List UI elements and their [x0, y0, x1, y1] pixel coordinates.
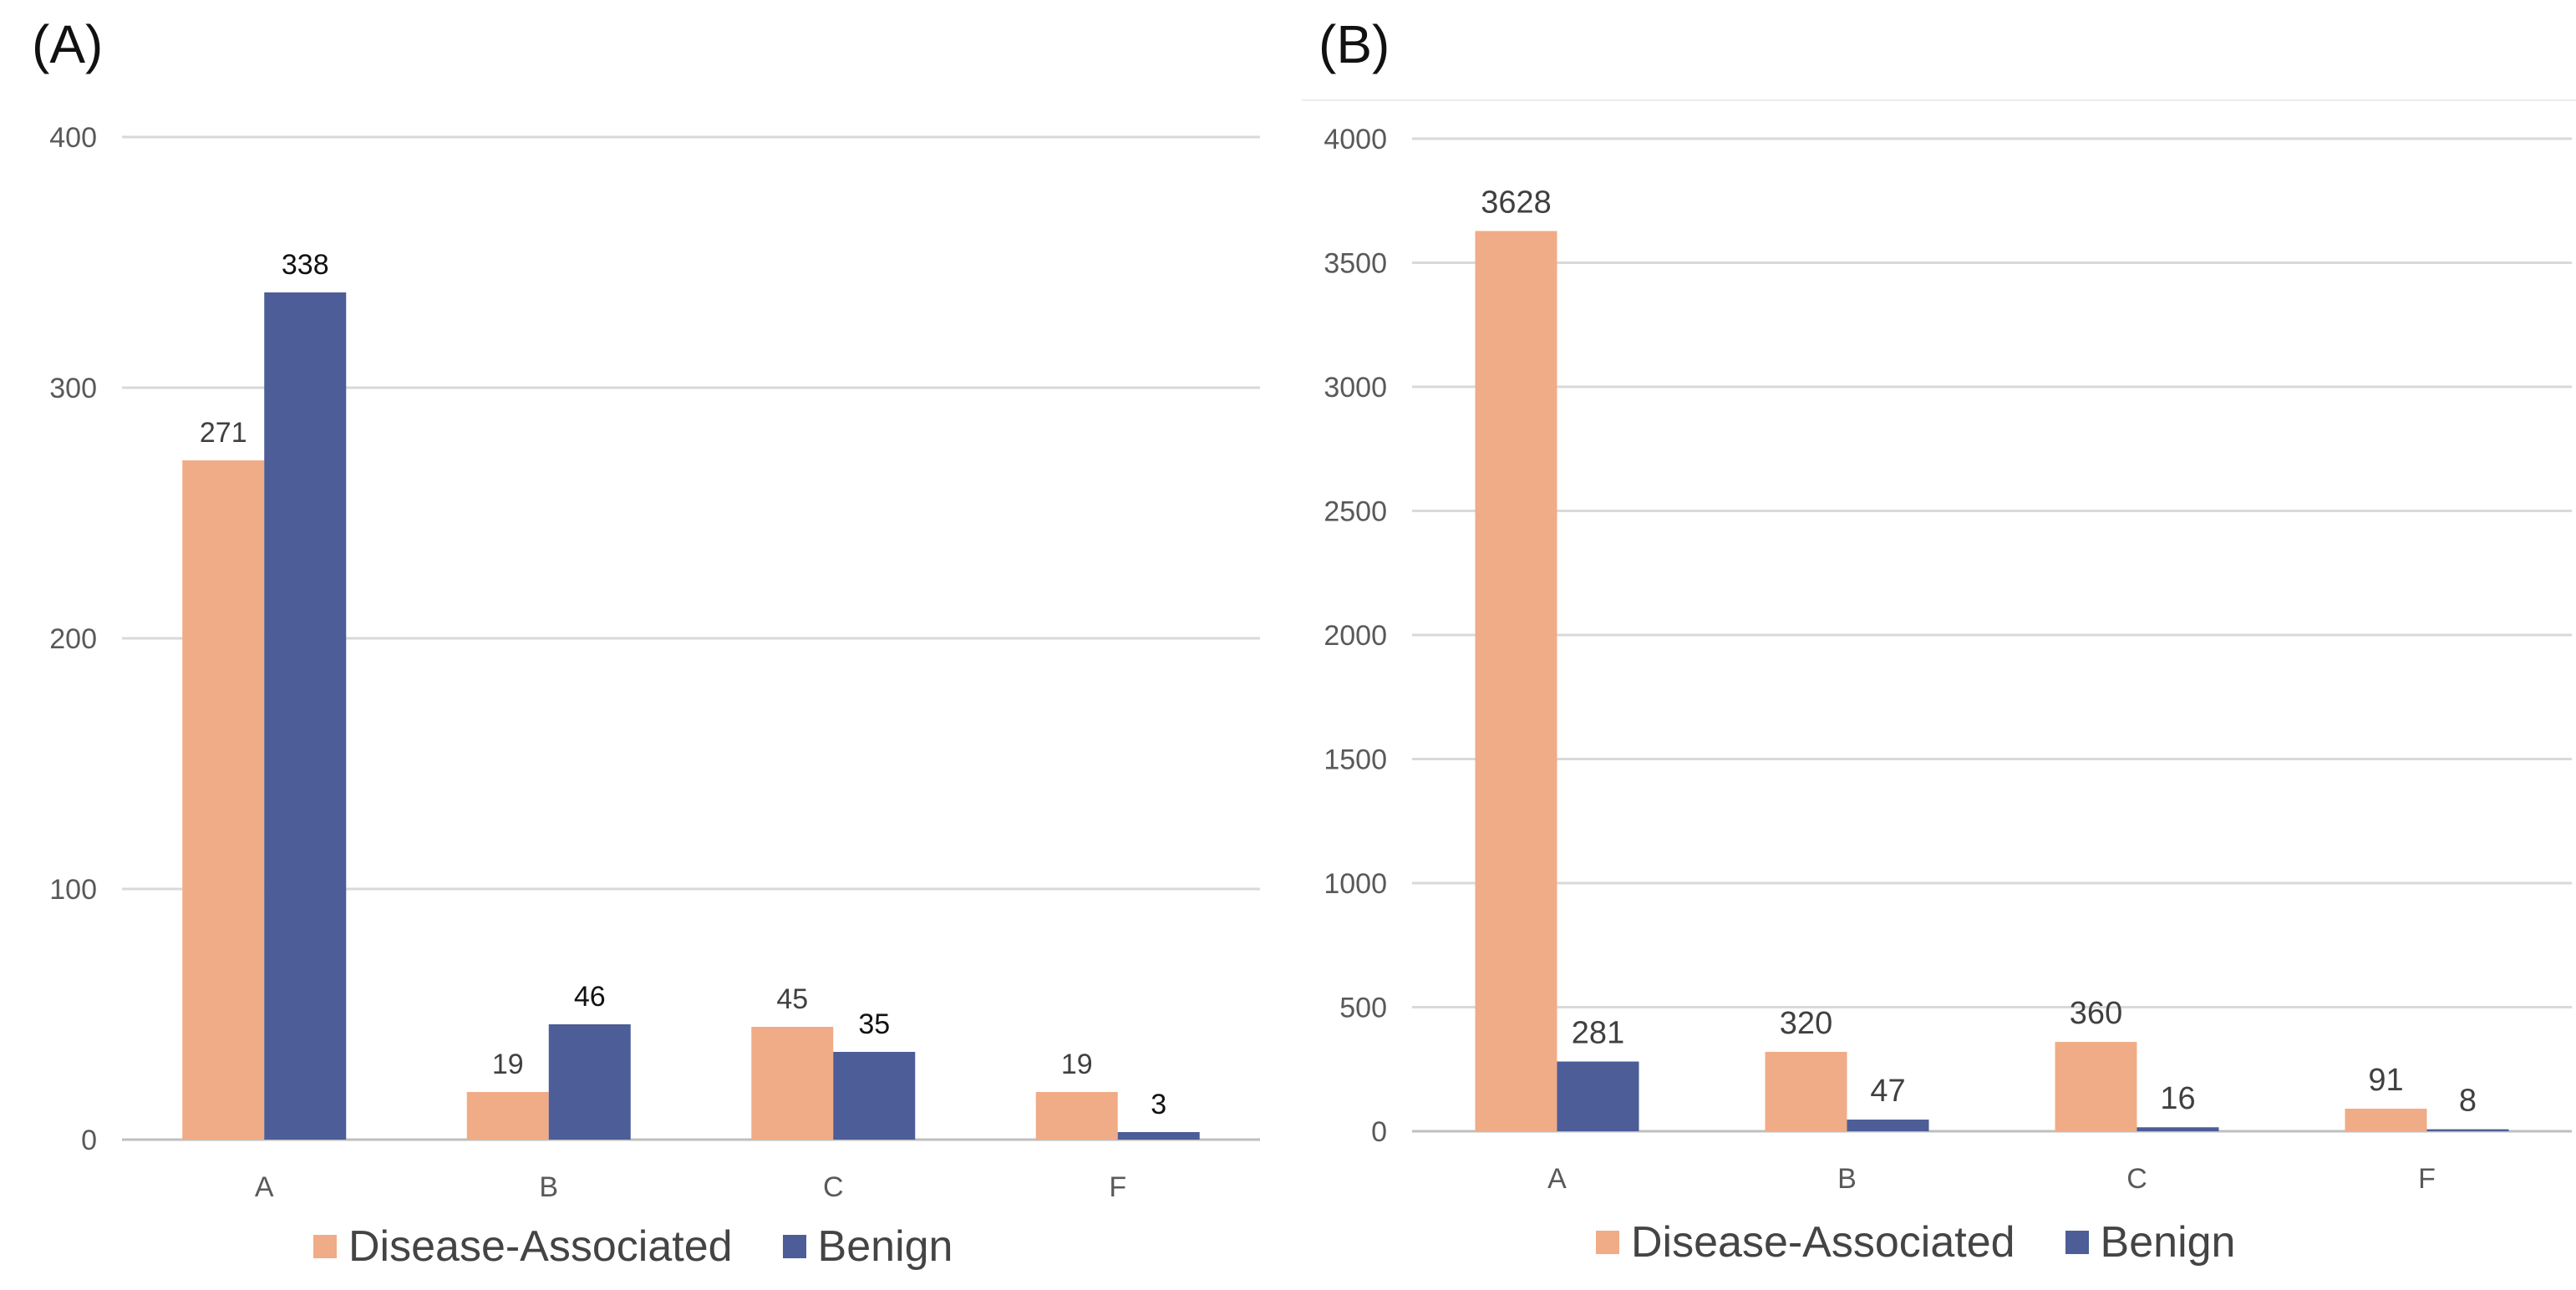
y-tick-label: 4000 [1324, 124, 1387, 155]
bar [1475, 231, 1557, 1131]
y-tick-label: 2000 [1324, 620, 1387, 652]
bar [1035, 1092, 1118, 1140]
y-tick-label: 3500 [1324, 248, 1387, 280]
y-tick-label: 400 [49, 122, 97, 154]
legend-label-disease: Disease-Associated [1631, 1218, 2015, 1267]
legend-swatch-benign [2065, 1231, 2089, 1254]
x-tick-label: F [1109, 1171, 1126, 1203]
y-tick-label: 0 [81, 1125, 97, 1156]
y-tick-label: 200 [49, 623, 97, 655]
y-tick-label: 300 [49, 373, 97, 404]
y-tick-label: 3000 [1324, 372, 1387, 404]
chart-panel-b: (B) 0 500 1000 1500 2000 2500 3000 3500 4000 3628… [1287, 0, 2576, 1290]
data-label: 8 [2459, 1084, 2477, 1119]
legend-label-benign: Benign [817, 1222, 953, 1271]
data-label: 281 [1572, 1016, 1624, 1051]
y-tick-label: 100 [49, 874, 97, 906]
data-label: 35 [858, 1008, 890, 1040]
legend-item-disease: Disease-Associated [313, 1221, 733, 1272]
x-tick-label: F [2418, 1163, 2436, 1195]
data-label: 360 [2070, 996, 2122, 1031]
legend-swatch-disease [1596, 1231, 1619, 1254]
data-label: 16 [2160, 1081, 2195, 1116]
x-tick-label: B [539, 1171, 558, 1203]
panel-label-b: (B) [1318, 14, 1390, 74]
legend-a: Disease-Associated Benign [313, 1221, 953, 1272]
legend-swatch-benign [782, 1235, 806, 1258]
bar [2055, 1042, 2137, 1131]
bar [264, 292, 347, 1140]
data-label: 3 [1151, 1089, 1166, 1120]
bar [466, 1092, 549, 1140]
data-label: 338 [282, 249, 329, 281]
bar [1847, 1120, 1929, 1131]
legend-swatch-disease [313, 1235, 337, 1258]
x-tick-label: A [1547, 1163, 1567, 1195]
bar [2345, 1108, 2427, 1131]
x-tick-label: A [255, 1171, 274, 1203]
bar [548, 1024, 631, 1140]
bar [2137, 1127, 2219, 1131]
x-tick-label: B [1837, 1163, 1857, 1195]
data-label: 47 [1870, 1074, 1905, 1109]
data-label: 45 [776, 983, 808, 1015]
y-tick-label: 2500 [1324, 496, 1387, 528]
legend-b: Disease-Associated Benign [1596, 1217, 2235, 1267]
x-tick-label: C [2126, 1163, 2147, 1195]
legend-label-disease: Disease-Associated [348, 1222, 733, 1271]
bar [833, 1052, 916, 1140]
bar [1765, 1051, 1847, 1131]
bar [182, 460, 265, 1140]
bar [751, 1027, 834, 1140]
legend-label-benign: Benign [2100, 1218, 2236, 1267]
y-tick-label: 1000 [1324, 868, 1387, 900]
x-tick-label: C [823, 1171, 844, 1203]
panel-label-a: (A) [32, 14, 104, 74]
data-label: 271 [200, 417, 247, 449]
legend-item-disease: Disease-Associated [1596, 1217, 2015, 1267]
data-label: 3628 [1481, 185, 1552, 220]
legend-item-benign: Benign [782, 1221, 953, 1272]
y-tick-label: 0 [1371, 1116, 1387, 1148]
data-label: 19 [492, 1049, 524, 1080]
legend-item-benign: Benign [2065, 1217, 2236, 1267]
data-label: 19 [1061, 1049, 1093, 1080]
data-label: 46 [574, 981, 606, 1013]
chart-panel-a: (A) 0 100 200 300 400 271 338 A 19 46 B 45 35 C 19 3 F D… [0, 0, 1287, 1290]
y-tick-label: 500 [1339, 993, 1387, 1024]
bar [2426, 1129, 2509, 1131]
bar [1117, 1132, 1200, 1140]
bar-chart-a: 0 100 200 300 400 271 338 A 19 46 B 45 35 C 19 3 F [49, 122, 1260, 1203]
bar [1557, 1061, 1639, 1131]
bar-chart-b: 0 500 1000 1500 2000 2500 3000 3500 4000 3628 281 A… [1302, 99, 2576, 1195]
data-label: 91 [2368, 1063, 2403, 1098]
y-tick-label: 1500 [1324, 744, 1387, 776]
data-label: 320 [1780, 1006, 1832, 1041]
